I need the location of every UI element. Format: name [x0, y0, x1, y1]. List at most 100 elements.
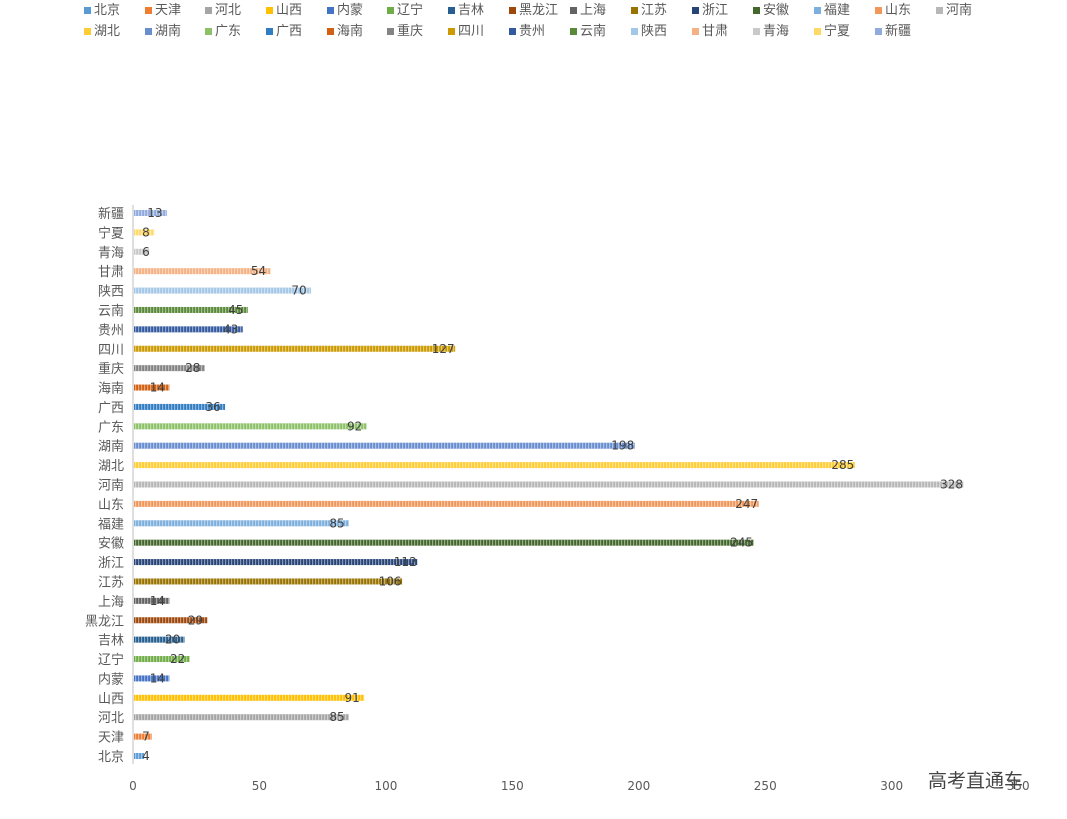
- category-label-7: 吉林: [98, 634, 124, 649]
- legend-swatch-20: [327, 28, 334, 35]
- legend-swatch-10: [631, 7, 638, 14]
- bar-texture-22: [134, 345, 456, 352]
- bar-texture-15: [134, 481, 964, 488]
- legend-swatch-8: [509, 7, 516, 14]
- bars: [134, 210, 964, 759]
- bar-texture-4: [134, 694, 365, 701]
- legend-entry-23: 贵州: [519, 24, 545, 39]
- data-label-26: 54: [251, 264, 266, 278]
- legend-swatch-7: [448, 7, 455, 14]
- category-label-17: 湖南: [98, 439, 124, 455]
- category-label-29: 新疆: [98, 206, 124, 222]
- data-label-14: 247: [735, 497, 758, 511]
- x-tick-label-3: 100: [374, 779, 397, 793]
- data-label-27: 6: [142, 245, 150, 259]
- data-label-25: 70: [291, 284, 306, 298]
- category-label-3: 河北: [98, 711, 124, 726]
- legend-swatch-6: [387, 7, 394, 14]
- category-label-13: 福建: [98, 517, 124, 532]
- legend-swatch-24: [570, 28, 577, 35]
- category-label-26: 甘肃: [98, 265, 124, 280]
- legend-entry-1: 北京: [94, 3, 120, 18]
- data-label-8: 29: [188, 613, 203, 627]
- legend-entry-16: 湖北: [94, 24, 120, 39]
- category-label-5: 内蒙: [98, 671, 124, 687]
- category-label-18: 广东: [98, 420, 124, 435]
- bar-texture-20: [134, 384, 170, 391]
- legend-entry-26: 甘肃: [702, 24, 728, 39]
- category-label-28: 宁夏: [98, 225, 124, 241]
- legend-swatch-26: [692, 28, 699, 35]
- legend-swatch-12: [753, 7, 760, 14]
- legend-entry-29: 新疆: [885, 23, 911, 39]
- legend-swatch-19: [266, 28, 273, 35]
- category-label-15: 河南: [98, 478, 124, 494]
- category-label-27: 青海: [98, 246, 124, 261]
- legend-swatch-18: [205, 28, 212, 35]
- bar-texture-25: [134, 287, 312, 294]
- bar-texture-13: [134, 520, 349, 527]
- bar-texture-19: [134, 403, 226, 410]
- bar-texture-7: [134, 636, 185, 643]
- legend-swatch-15: [936, 7, 943, 14]
- category-label-8: 黑龙江: [85, 614, 124, 629]
- legend-swatch-29: [875, 28, 882, 35]
- category-label-9: 上海: [98, 595, 124, 610]
- bar-texture-5: [134, 675, 170, 682]
- watermark: 高考直通车: [928, 770, 1023, 792]
- bar-texture-18: [134, 423, 367, 430]
- legend-entry-28: 宁夏: [824, 23, 850, 39]
- bar-texture-12: [134, 539, 754, 546]
- category-label-12: 安徽: [98, 537, 124, 552]
- legend-entry-10: 江苏: [641, 2, 667, 18]
- category-labels: 北京 天津 河北 山西 内蒙 辽宁 吉林 黑龙江 上海 江苏 浙江 安徽 福建 山东 河南 湖北 湖南 广东 广西 海…: [85, 206, 124, 765]
- category-label-4: 山西: [98, 692, 124, 707]
- legend-entry-5: 内蒙: [337, 2, 363, 18]
- bar-texture-10: [134, 578, 403, 585]
- legend-entry-4: 山西: [276, 3, 302, 18]
- category-label-21: 重庆: [98, 361, 124, 377]
- data-label-3: 85: [329, 710, 344, 724]
- category-label-10: 江苏: [98, 574, 124, 590]
- legend-entry-8: 黑龙江: [519, 3, 558, 18]
- legend-swatch-4: [266, 7, 273, 14]
- x-tick-label-6: 250: [754, 779, 777, 793]
- bar-texture-14: [134, 500, 759, 507]
- legend-swatch-22: [448, 28, 455, 35]
- legend-entry-7: 吉林: [458, 3, 484, 18]
- category-label-14: 山东: [98, 498, 124, 513]
- legend-swatch-21: [387, 28, 394, 35]
- legend-entry-22: 四川: [458, 24, 484, 39]
- category-label-16: 湖北: [98, 459, 124, 474]
- data-label-28: 8: [142, 225, 150, 239]
- legend-swatch-17: [145, 28, 152, 35]
- data-label-11: 112: [394, 555, 417, 569]
- data-label-7: 20: [165, 633, 180, 647]
- legend-entry-19: 广西: [276, 24, 302, 39]
- legend-swatch-13: [814, 7, 821, 14]
- bar-texture-24: [134, 306, 248, 313]
- bar-texture-17: [134, 442, 635, 449]
- axis: 0 50 100 150 200 250 300 350: [129, 205, 1030, 793]
- legend-entry-12: 安徽: [763, 3, 789, 18]
- legend-swatch-1: [84, 7, 91, 14]
- bar-texture-8: [134, 617, 208, 624]
- data-label-2: 7: [142, 730, 150, 744]
- bar-texture-26: [134, 268, 271, 275]
- legend-entry-24: 云南: [580, 23, 606, 39]
- legend-entry-18: 广东: [215, 24, 241, 39]
- legend-entry-3: 河北: [215, 3, 241, 18]
- legend-entry-9: 上海: [580, 3, 606, 18]
- data-label-21: 28: [185, 361, 200, 375]
- legend-entry-2: 天津: [155, 3, 181, 18]
- x-tick-label-2: 50: [252, 779, 267, 793]
- legend-swatch-5: [327, 7, 334, 14]
- category-label-19: 广西: [98, 401, 124, 416]
- category-label-24: 云南: [98, 303, 124, 319]
- bar-texture-29: [134, 210, 167, 216]
- legend-entry-27: 青海: [763, 24, 789, 39]
- legend-swatch-2: [145, 7, 152, 14]
- bar-texture-11: [134, 559, 418, 566]
- data-label-1: 4: [142, 749, 150, 763]
